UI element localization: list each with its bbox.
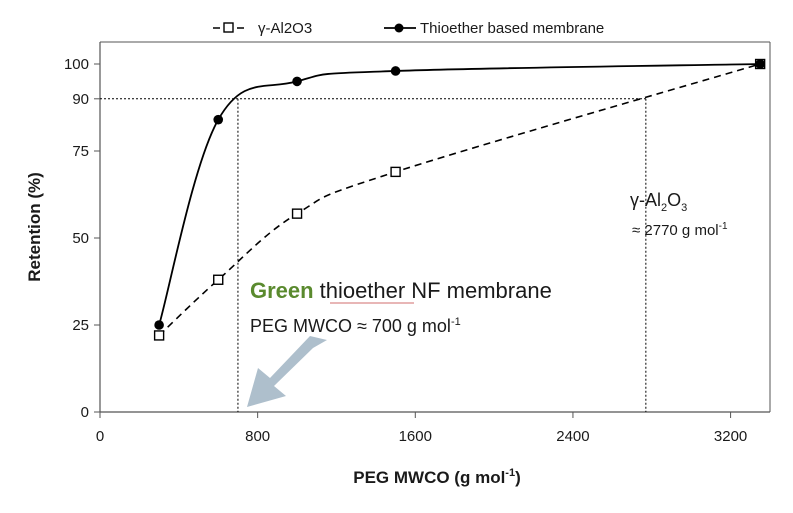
- thioether-word: thioether: [320, 278, 406, 303]
- series-thioether-line: [158, 63, 761, 326]
- x-tick-label-800: 800: [245, 428, 270, 445]
- mwco-700-text: PEG MWCO ≈ 700 g mol: [250, 316, 451, 336]
- mwco-700-sup: -1: [451, 316, 461, 328]
- x-tick-label-2400: 2400: [556, 428, 589, 445]
- y-axis-title: Retention (%): [25, 172, 44, 282]
- x-axis-title-main: PEG MWCO (g mol: [353, 468, 505, 487]
- thioether-point-4: [755, 59, 765, 69]
- legend-thioether-label: Thioether based membrane: [420, 20, 604, 37]
- thioether-point-3: [390, 66, 401, 76]
- y-tick-label-25: 25: [72, 317, 89, 334]
- y-ticks: 0 25 50 75 90 100: [64, 56, 100, 421]
- y-tick-label-100: 100: [64, 56, 89, 73]
- alumina-mwco-text: ≈ 2770 g mol: [632, 222, 719, 239]
- green-membrane-annotation: Green thioether NF membrane: [250, 278, 552, 303]
- alumina-mwco-annotation: ≈ 2770 g mol-1: [632, 221, 728, 239]
- thioether-point-1: [213, 114, 224, 125]
- alumina-label-annotation: γ-Al2O3: [630, 190, 687, 214]
- x-axis-title: PEG MWCO (g mol-1): [353, 467, 521, 487]
- legend-thioether-marker: [394, 23, 404, 33]
- x-axis-title-end: ): [515, 468, 521, 487]
- series-alumina-line: [158, 63, 761, 337]
- x-tick-label-3200: 3200: [714, 428, 747, 445]
- plot-frame: [99, 41, 771, 413]
- legend: γ-Al2O3 Thioether based membrane: [213, 20, 604, 37]
- nf-membrane-text: NF membrane: [411, 278, 552, 303]
- alumina-mid: O: [667, 190, 681, 210]
- annotation-arrow: [247, 336, 327, 407]
- mwco-700-annotation: PEG MWCO ≈ 700 g mol-1: [250, 316, 461, 336]
- alumina-sub1: 2: [661, 202, 667, 214]
- thioether-point-0: [154, 320, 164, 330]
- thioether-point-2: [292, 76, 302, 87]
- alumina-point-1: [213, 274, 224, 285]
- x-ticks: 0 800 1600 2400 3200: [96, 412, 747, 445]
- alumina-point-3: [390, 166, 401, 178]
- x-axis-title-sup: -1: [505, 467, 515, 479]
- x-tick-label-1600: 1600: [399, 428, 432, 445]
- legend-alumina-label: γ-Al2O3: [258, 20, 312, 37]
- alumina-prefix: γ-Al: [630, 190, 661, 210]
- green-word: Green: [250, 278, 314, 303]
- y-tick-label-90: 90: [72, 91, 89, 108]
- y-tick-label-75: 75: [72, 143, 89, 160]
- legend-alumina-marker: [223, 22, 234, 33]
- alumina-mwco-sup: -1: [719, 221, 728, 232]
- y-tick-label-50: 50: [72, 230, 89, 247]
- x-tick-label-0: 0: [96, 428, 104, 445]
- reference-lines: [100, 98, 647, 412]
- alumina-point-0: [153, 330, 165, 341]
- alumina-sub2: 3: [681, 202, 687, 214]
- alumina-point-2: [291, 208, 303, 219]
- y-tick-label-0: 0: [81, 404, 89, 421]
- series-thioether-points: [154, 59, 765, 330]
